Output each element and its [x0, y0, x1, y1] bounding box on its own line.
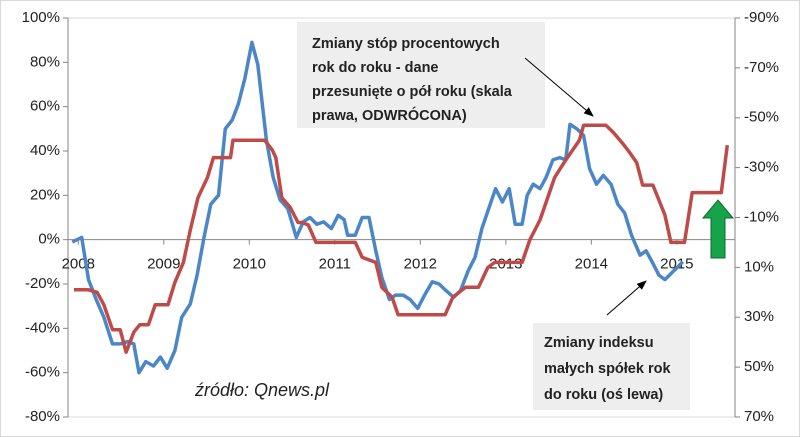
annotation-text: Zmiany indeksu: [544, 335, 654, 351]
x-tick-label: 2015: [660, 256, 693, 273]
annotation-box: [297, 22, 545, 128]
y-tick-label: 100%: [22, 9, 60, 26]
annotation-text: małych spółek rok: [544, 361, 671, 377]
source: źródło: Qnews.pl: [194, 380, 330, 400]
y2-tick-label: 10%: [744, 258, 774, 275]
y-tick-label: -60%: [25, 364, 60, 381]
y-tick-label: -40%: [25, 319, 60, 336]
y-tick-label: 0%: [38, 231, 60, 248]
y-tick-label: 80%: [30, 53, 60, 70]
y2-tick-label: -50%: [744, 109, 779, 126]
y2-tick-label: -10%: [744, 208, 779, 225]
annotation-arrow: [524, 57, 594, 117]
y2-tick-label: 50%: [744, 358, 774, 375]
annotation-text: przesunięte o pół roku (skala: [312, 84, 513, 100]
annotation-text: do roku (oś lewa): [544, 387, 663, 403]
x-tick-label: 2010: [233, 256, 266, 273]
series-line: [74, 123, 730, 354]
y2-tick-label: -90%: [744, 9, 779, 26]
x-tick-label: 2012: [404, 256, 437, 273]
annotation-text: prawa, ODWRÓCONA): [312, 106, 467, 124]
y2-tick-label: -70%: [744, 59, 779, 76]
series-line: [71, 40, 685, 375]
y-tick-label: 40%: [30, 142, 60, 159]
y-tick-label: 60%: [30, 98, 60, 115]
x-tick-label: 2011: [319, 256, 351, 273]
annotation-text: rok do roku - dane: [312, 60, 439, 76]
y2-tick-label: 70%: [744, 408, 774, 425]
x-tick-label: 2014: [575, 256, 608, 273]
green-arrow: [701, 199, 735, 259]
annotation-text: Zmiany stóp procentowych: [312, 36, 500, 52]
y-tick-label: -80%: [25, 408, 60, 425]
y2-tick-label: 30%: [744, 308, 774, 325]
annotation-box: [533, 323, 690, 410]
x-tick-label: 2008: [62, 256, 95, 273]
annotation-arrow: [606, 280, 647, 316]
x-tick-label: 2009: [147, 256, 180, 273]
y-tick-label: 20%: [30, 186, 60, 203]
y-tick-label: -20%: [25, 275, 60, 292]
y2-tick-label: -30%: [744, 159, 779, 176]
